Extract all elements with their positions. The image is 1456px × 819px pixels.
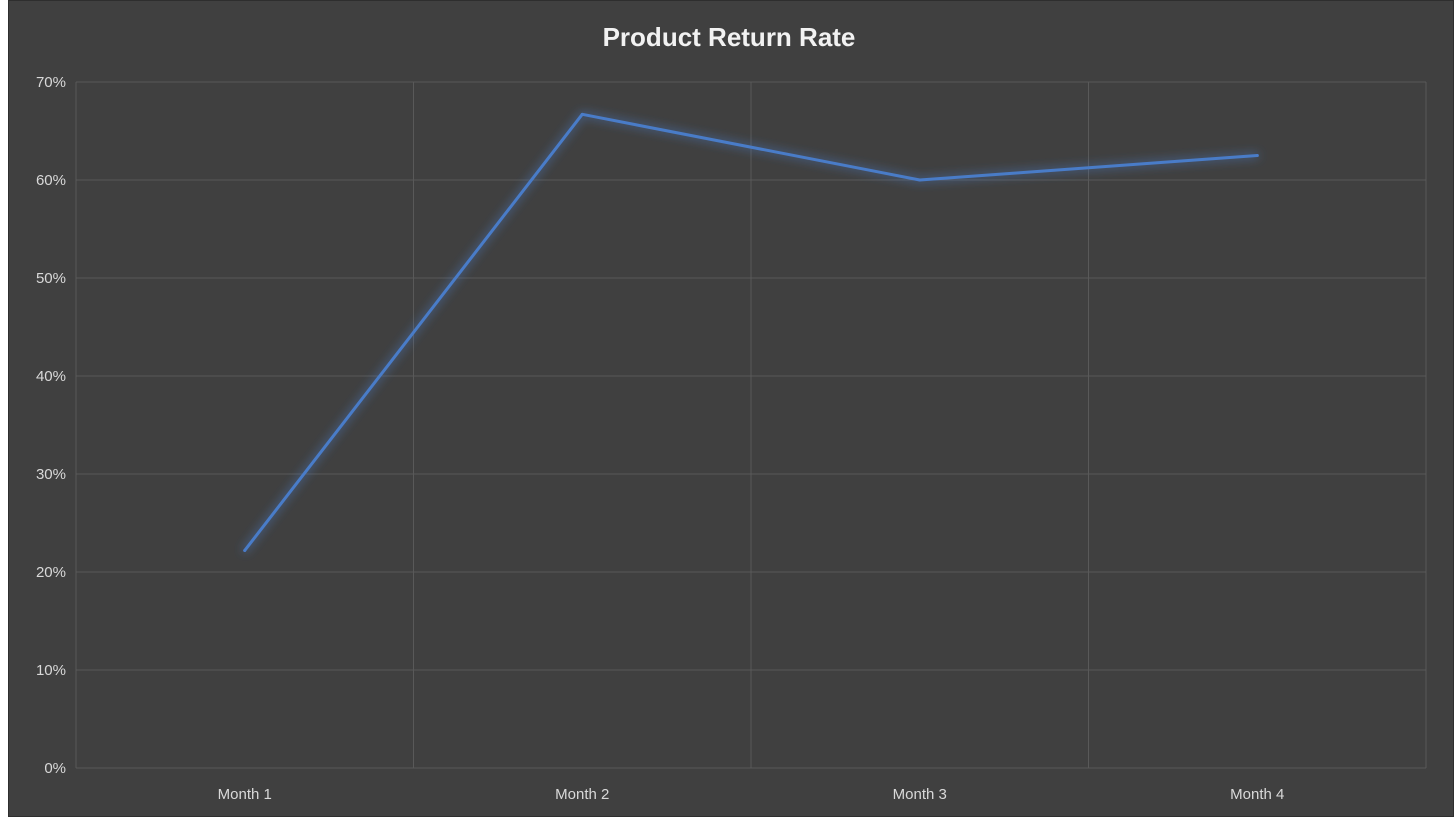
x-tick-label: Month 2: [555, 786, 609, 803]
data-point: [243, 548, 247, 552]
y-tick-label: 40%: [36, 368, 66, 385]
series-line: [243, 112, 1259, 552]
x-tick-label: Month 3: [893, 786, 947, 803]
chart-title: Product Return Rate: [603, 22, 856, 52]
x-axis: Month 1 Month 2 Month 3 Month 4: [218, 786, 1285, 803]
x-tick-label: Month 4: [1230, 786, 1284, 803]
y-tick-label: 50%: [36, 270, 66, 287]
chart-area: Product Return Rate 0% 10% 20% 30% 40% 50% 60%…: [8, 0, 1454, 817]
data-point: [918, 178, 922, 182]
gridlines: [75, 81, 1427, 769]
y-tick-label: 30%: [36, 466, 66, 483]
y-tick-label: 20%: [36, 564, 66, 581]
y-axis: 0% 10% 20% 30% 40% 50% 60% 70%: [36, 74, 66, 777]
data-point: [1255, 154, 1259, 157]
series-layer: [243, 112, 1259, 552]
y-tick-label: 0%: [44, 760, 66, 777]
y-tick-label: 60%: [36, 172, 66, 189]
y-tick-label: 10%: [36, 662, 66, 679]
data-point: [580, 112, 584, 116]
x-tick-label: Month 1: [218, 786, 272, 803]
y-tick-label: 70%: [36, 74, 66, 91]
chart-svg: Product Return Rate 0% 10% 20% 30% 40% 50% 60%…: [36, 22, 1427, 803]
